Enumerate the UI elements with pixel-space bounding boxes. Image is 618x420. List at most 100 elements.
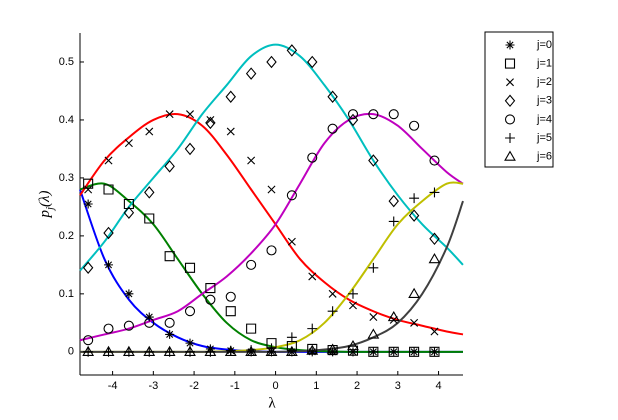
- marker: [185, 338, 195, 348]
- marker: [266, 343, 277, 354]
- marker: [307, 55, 318, 69]
- legend-marker: [505, 40, 515, 50]
- marker: [164, 160, 175, 173]
- marker: [286, 190, 297, 201]
- curve: [79, 112, 464, 342]
- x-tick-label: 1: [313, 380, 319, 392]
- legend-label: j=4: [536, 113, 552, 125]
- marker: [349, 301, 357, 310]
- marker: [389, 347, 399, 357]
- marker: [409, 120, 420, 131]
- marker: [144, 186, 155, 199]
- marker: [164, 317, 175, 328]
- marker: [164, 251, 175, 262]
- marker: [205, 116, 216, 130]
- marker: [103, 226, 114, 240]
- marker: [123, 198, 134, 210]
- x-tick-label: -4: [108, 380, 118, 392]
- x-tick-label: 2: [354, 380, 360, 392]
- marker: [409, 193, 420, 204]
- marker: [389, 315, 398, 324]
- marker: [265, 345, 278, 356]
- marker: [163, 345, 176, 356]
- marker: [122, 345, 135, 356]
- marker: [186, 110, 194, 119]
- marker: [123, 320, 134, 331]
- marker: [144, 312, 154, 322]
- marker: [144, 213, 155, 224]
- marker: [286, 340, 297, 352]
- marker: [286, 44, 298, 57]
- marker: [246, 323, 257, 334]
- marker: [388, 109, 399, 120]
- marker: [327, 306, 338, 317]
- marker: [144, 317, 155, 328]
- marker: [206, 115, 215, 124]
- legend-marker: [504, 94, 516, 108]
- marker: [409, 346, 420, 357]
- legend-marker: [506, 78, 514, 87]
- marker: [103, 323, 114, 334]
- legend-label: j=0: [536, 39, 552, 51]
- marker: [307, 323, 318, 334]
- marker: [326, 343, 339, 354]
- marker: [165, 110, 174, 119]
- marker: [225, 291, 236, 302]
- marker: [82, 345, 95, 356]
- marker: [388, 216, 399, 227]
- marker: [287, 347, 297, 357]
- marker: [225, 306, 236, 317]
- marker: [205, 294, 216, 305]
- marker: [308, 272, 317, 281]
- marker: [266, 55, 277, 69]
- marker: [387, 310, 400, 322]
- y-tick-label: 0.5: [59, 56, 74, 68]
- legend-label: j=6: [536, 151, 552, 163]
- marker: [165, 329, 175, 339]
- marker: [246, 259, 257, 270]
- marker: [428, 253, 441, 264]
- marker: [83, 178, 94, 189]
- marker: [347, 109, 359, 120]
- marker: [224, 345, 237, 356]
- marker: [368, 109, 379, 120]
- y-tick-label: 0.1: [59, 288, 74, 300]
- marker: [429, 187, 440, 198]
- marker: [347, 345, 359, 356]
- y-tick-label: 0: [68, 346, 74, 358]
- marker: [347, 339, 359, 351]
- marker: [84, 185, 93, 194]
- marker: [408, 287, 421, 298]
- marker: [408, 209, 420, 222]
- marker: [124, 289, 134, 299]
- marker: [83, 335, 94, 346]
- legend-box: [484, 31, 554, 168]
- marker: [368, 346, 379, 357]
- marker: [247, 156, 256, 165]
- marker: [368, 154, 379, 167]
- marker: [226, 127, 235, 136]
- marker: [266, 338, 277, 349]
- marker: [306, 344, 319, 355]
- legend-label: j=1: [536, 58, 552, 70]
- marker: [123, 206, 135, 219]
- marker: [205, 283, 216, 294]
- x-tick-label: -2: [189, 380, 199, 392]
- x-axis-label: λ: [268, 395, 276, 411]
- marker: [307, 152, 318, 163]
- marker: [388, 194, 399, 208]
- marker: [328, 347, 338, 357]
- marker: [184, 306, 196, 317]
- marker: [429, 347, 439, 357]
- marker: [184, 142, 196, 156]
- marker: [104, 156, 113, 165]
- marker: [184, 262, 196, 273]
- marker: [184, 345, 196, 356]
- legend-marker: [505, 133, 515, 143]
- marker: [369, 313, 378, 322]
- marker: [83, 199, 93, 209]
- marker: [367, 328, 380, 339]
- x-tick-label: -3: [148, 380, 158, 392]
- x-tick-label: 3: [395, 380, 401, 392]
